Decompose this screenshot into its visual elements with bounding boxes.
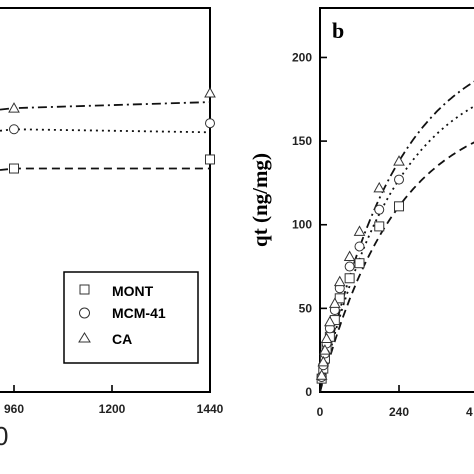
- panel-b-point-ca-5: [328, 297, 341, 308]
- legend-marker-mcm41: [79, 307, 90, 319]
- panel-b-y-axis-title: qt (ng/mg): [248, 153, 272, 247]
- panel-b-x-tick-label-0: 0: [317, 405, 324, 419]
- panel-a-curves: [0, 101, 211, 171]
- panel-b-point-mcm41-10: [394, 174, 405, 185]
- panel-b-y-tick-label-0: 0: [305, 385, 312, 399]
- panel-b-x-ticks: 0 240: [317, 385, 409, 419]
- panel-b-point-mcm41-7: [344, 261, 355, 272]
- panel-b-x-tick-label-1: 240: [389, 405, 409, 419]
- panel-a-point-mont-1: [205, 154, 215, 165]
- panel-b-point-ca-0: [315, 369, 328, 380]
- panel-a-x-ticks: 960 1200 1440: [4, 385, 224, 416]
- panel-b: b qt (ng/mg) 0 50 100 150 200 0 240 4: [248, 7, 474, 419]
- panel-a-point-ca-0: [8, 102, 20, 113]
- panel-b-point-ca-1: [317, 355, 330, 367]
- panel-b-label: b: [332, 18, 344, 43]
- legend-label-mcm41: MCM-41: [112, 305, 166, 321]
- panel-b-point-ca-10: [393, 155, 405, 166]
- panel-b-y-tick-label-3: 150: [292, 134, 312, 148]
- panel-b-curve-mcm41: [319, 105, 474, 393]
- panel-b-y-tick-label-2: 100: [292, 218, 312, 232]
- legend-marker-ca: [78, 332, 91, 343]
- legend-label-mont: MONT: [112, 283, 154, 299]
- panel-a-curve-ca: [0, 101, 211, 111]
- panel-b-point-ca-6: [333, 275, 346, 287]
- panel-b-point-mont-10: [394, 201, 405, 212]
- panel-b-y-tick-label-4: 200: [292, 50, 312, 64]
- panel-b-point-ca-3: [320, 332, 333, 343]
- panel-b-point-ca-8: [353, 225, 366, 236]
- panel-b-point-mont-9: [374, 221, 385, 232]
- panel-b-curve-ca: [319, 80, 474, 393]
- panel-a-point-mont-0: [9, 163, 19, 174]
- panel-b-point-ca-9: [373, 181, 386, 193]
- panel-b-frame: [319, 7, 474, 393]
- panel-b-x-tick-fragment: 4: [466, 405, 473, 419]
- panel-a-point-ca-1: [204, 86, 216, 98]
- panel-a-x-tick-label-1: 1200: [99, 402, 126, 416]
- panel-a-curve-mcm41: [0, 128, 211, 134]
- legend-marker-mont: [79, 284, 90, 295]
- panel-b-markers: [315, 155, 405, 384]
- panel-b-point-mcm41-8: [354, 241, 365, 252]
- panel-a-x-tick-label-2: 1440: [197, 402, 224, 416]
- panel-b-y-ticks: 0 50 100 150 200: [292, 50, 327, 399]
- panel-a-curve-mont: [0, 167, 210, 171]
- panel-a-x-tick-label-0: 960: [4, 402, 24, 416]
- legend: MONT MCM-41 CA: [63, 271, 199, 364]
- panel-a-point-mcm41-1: [205, 118, 215, 129]
- panel-b-point-ca-4: [324, 315, 336, 327]
- panel-b-point-mcm41-9: [374, 204, 385, 215]
- panel-b-point-mont-8: [354, 258, 365, 269]
- panel-b-y-tick-label-1: 50: [299, 301, 313, 315]
- panel-a-frame: [0, 7, 211, 393]
- panel-a-markers: [8, 86, 216, 174]
- panel-b-curves: [319, 80, 474, 393]
- panel-a: 960 1200 1440 0 MONT MCM-41 CA: [0, 7, 224, 451]
- panel-b-point-ca-2: [319, 344, 331, 355]
- panel-b-point-mont-7: [344, 273, 355, 284]
- panel-b-point-ca-7: [343, 250, 356, 262]
- legend-label-ca: CA: [112, 331, 132, 347]
- panel-a-x-label-fragment: 0: [0, 421, 8, 451]
- panel-a-point-mcm41-0: [9, 124, 19, 135]
